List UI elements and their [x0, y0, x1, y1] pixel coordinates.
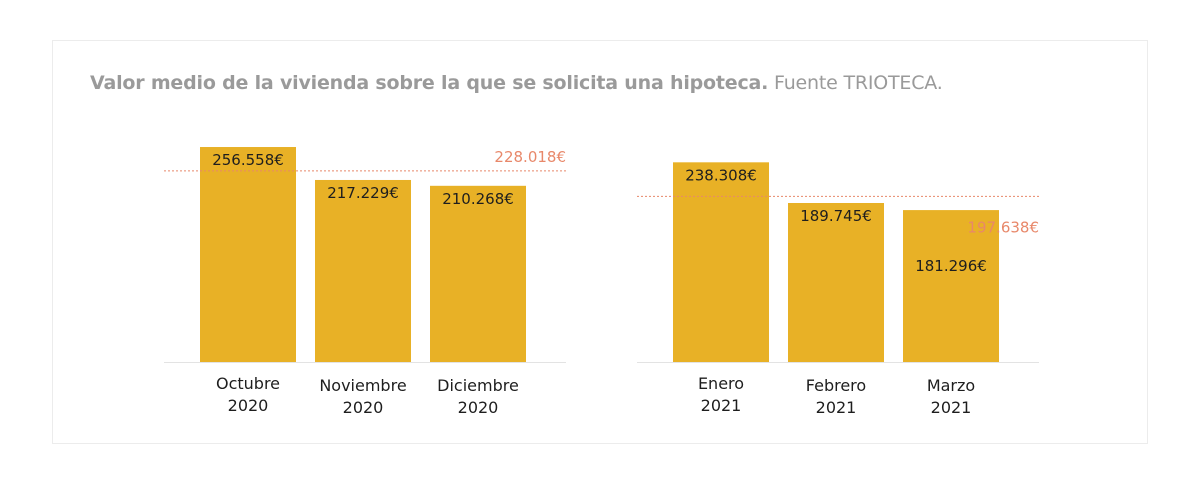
bar-1-3 [430, 185, 526, 362]
category-label-1-1-line-2: 2020 [228, 396, 269, 415]
category-label-1-2-line-1: Noviembre [319, 376, 406, 395]
category-label-2-2-line-1: Febrero [806, 376, 866, 395]
value-label-2-1: 238.308€ [685, 166, 757, 184]
category-label-2-1-line-1: Enero [698, 374, 744, 393]
bar-1-1 [200, 147, 296, 362]
category-label-1-2-line-2: 2020 [343, 398, 384, 417]
value-label-1-1: 256.558€ [212, 151, 284, 169]
bar-2-2 [788, 203, 884, 362]
average-label-1: 228.018€ [494, 148, 566, 166]
category-label-1-1-line-1: Octubre [216, 374, 280, 393]
chart-title-source: Fuente TRIOTECA. [774, 72, 943, 94]
category-label-2-3-line-2: 2021 [931, 398, 972, 417]
bar-2-3 [903, 210, 999, 362]
chart-title-main: Valor medio de la vivienda sobre la que … [90, 72, 769, 94]
category-label-2-1-line-2: 2021 [701, 396, 742, 415]
value-label-2-2: 189.745€ [800, 207, 872, 225]
category-label-1-3-line-1: Diciembre [437, 376, 519, 395]
value-label-1-2: 217.229€ [327, 184, 399, 202]
bar-2-1 [673, 162, 769, 362]
bar-1-2 [315, 179, 411, 362]
value-label-2-3: 181.296€ [915, 257, 987, 275]
category-label-1-3-line-2: 2020 [458, 398, 499, 417]
category-label-2-3-line-1: Marzo [927, 376, 975, 395]
value-label-1-3: 210.268€ [442, 190, 514, 208]
category-label-2-2-line-2: 2021 [816, 398, 857, 417]
average-label-2: 197.638€ [967, 218, 1039, 236]
chart-title: Valor medio de la vivienda sobre la que … [90, 72, 943, 94]
